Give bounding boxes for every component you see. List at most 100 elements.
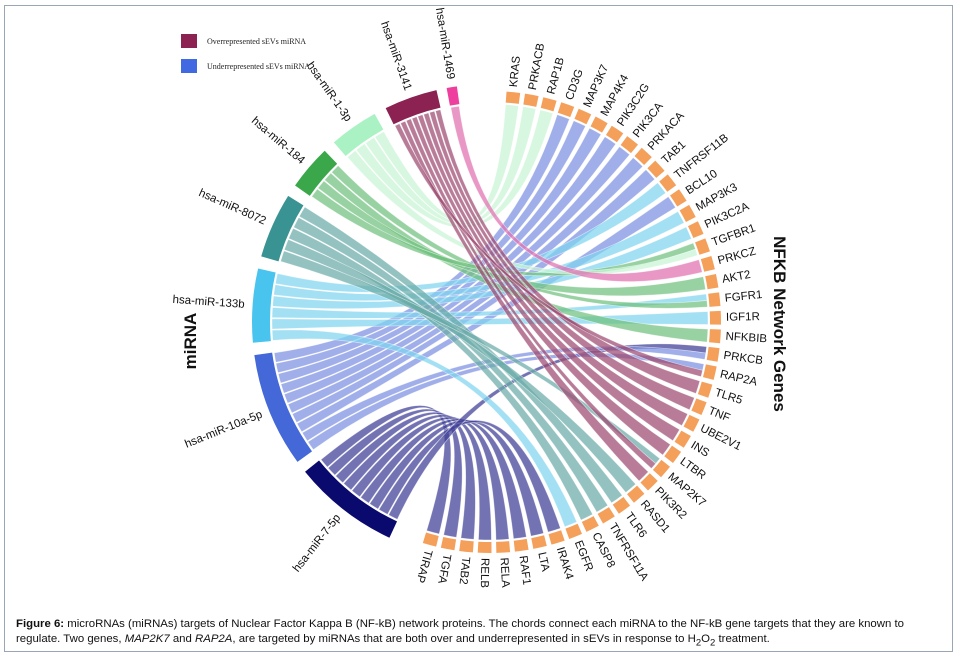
gene-arc-tab1 xyxy=(647,160,665,178)
gene-arc-rap1b xyxy=(540,97,557,112)
legend-item-overrepresented: Overrepresented sEVs miRNA xyxy=(181,34,306,48)
chord-hsa-mir-7-5p-raf1 xyxy=(360,418,527,540)
gene-label-rap1b: RAP1B xyxy=(546,56,567,96)
gene-arc-pik3ca xyxy=(620,136,639,154)
mirna-arc-hsa-mir-184 xyxy=(295,150,338,196)
caption-gene-2: RAP2A xyxy=(195,633,233,645)
gene-label-kras: KRAS xyxy=(508,55,523,88)
gene-arc-rap2a xyxy=(702,364,717,380)
genes-axis-label: NFKB Network Genes xyxy=(770,236,789,412)
gene-label-relb: RELB xyxy=(478,558,491,589)
gene-arc-pik3r2 xyxy=(640,473,658,491)
chords xyxy=(271,104,709,541)
gene-arc-tlr6 xyxy=(612,496,631,514)
chord-hsa-mir-10a-5p-prkcb xyxy=(301,345,707,442)
caption-text-3: treatment. xyxy=(715,633,770,645)
chord-hsa-mir-7-5p-tab2 xyxy=(335,411,476,540)
chord-hsa-mir-133b-map3k3 xyxy=(273,210,685,301)
mirna-arc-hsa-mir-1469 xyxy=(446,86,460,106)
gene-label-tlr5: TLR5 xyxy=(713,387,743,407)
caption-sub-1: 2 xyxy=(695,637,702,649)
gene-arc-tnfrsf11b xyxy=(659,174,677,192)
gene-arc-pik3c2a xyxy=(687,221,704,239)
gene-arc-map3k3 xyxy=(679,204,696,222)
legend-swatch-overrepresented xyxy=(181,34,197,48)
chord-hsa-mir-3141-rap2a xyxy=(394,123,703,378)
gene-arc-igf1r xyxy=(709,310,721,325)
chord-hsa-mir-3141-map2k7 xyxy=(405,118,657,470)
chord-hsa-mir-184-nfkbib xyxy=(324,172,709,343)
legend-label-overrepresented: Overrepresented sEVs miRNA xyxy=(207,36,307,46)
gene-label-ins: INS xyxy=(689,439,712,459)
gene-arc-fgfr1 xyxy=(708,292,721,307)
gene-arc-rela xyxy=(496,541,511,553)
gene-label-rap2a: RAP2A xyxy=(719,369,759,389)
gene-label-fgfr1: FGFR1 xyxy=(724,289,763,305)
figure-caption: Figure 6: microRNAs (miRNAs) targets of … xyxy=(16,617,951,650)
chord-diagram: hsa-miR-7-5p hsa-miR-10a-5p hsa-miR-133b hs… xyxy=(172,7,768,589)
mirna-arcs xyxy=(252,86,460,538)
chord-hsa-mir-133b-tnfrsf11b xyxy=(275,182,667,293)
gene-arc-nfkbib xyxy=(709,329,721,344)
gene-label-cd3g: CD3G xyxy=(564,68,586,102)
gene-label-prkcz: PRKCZ xyxy=(717,246,758,268)
mirna-arc-hsa-mir-7-5p xyxy=(305,460,398,538)
gene-label-nfkbib: NFKBIB xyxy=(725,331,768,346)
gene-label-raf1: RAF1 xyxy=(516,555,532,586)
gene-arcs xyxy=(422,91,721,553)
gene-arc-egfr xyxy=(565,523,583,539)
gene-arc-ins xyxy=(674,430,691,448)
mirna-arc-hsa-mir-133b xyxy=(252,268,276,343)
gene-arc-casp8 xyxy=(581,516,599,532)
gene-arc-map4k4 xyxy=(590,116,608,133)
gene-arc-lta xyxy=(531,535,547,549)
gene-label-tgfa: TGFA xyxy=(435,553,452,585)
chord-hsa-mir-7-5p-tgfa xyxy=(327,408,463,538)
mirna-arc-hsa-mir-1-3p xyxy=(333,113,384,156)
gene-arc-tnfrsf11a xyxy=(597,507,615,524)
chord-hsa-mir-8072-casp8 xyxy=(288,227,594,521)
gene-label-igf1r: IGF1R xyxy=(726,311,760,324)
gene-arc-kras xyxy=(505,91,521,104)
caption-label: Figure 6: xyxy=(16,618,65,630)
chord-hsa-mir-3141-ins xyxy=(417,114,681,442)
mirna-label-hsa-mir-1469: hsa-miR-1469 xyxy=(433,7,456,80)
gene-arc-pik3c2g xyxy=(605,125,624,143)
mirna-label-hsa-mir-8072: hsa-miR-8072 xyxy=(197,187,268,227)
gene-label-lta: LTA xyxy=(535,551,551,573)
chord-hsa-mir-3141-tnf xyxy=(429,110,695,411)
caption-sub-2: 2 xyxy=(710,637,716,649)
gene-arc-map2k7 xyxy=(652,459,670,478)
mirna-arc-hsa-mir-10a-5p xyxy=(254,352,313,462)
gene-label-tnfrsf11b: TNFRSF11B xyxy=(672,132,731,182)
mirna-axis-label: miRNA xyxy=(181,312,200,370)
caption-text-1: microRNAs (miRNAs) targets of Nuclear Fa… xyxy=(16,618,904,645)
mirna-arc-hsa-mir-8072 xyxy=(261,195,304,262)
gene-arc-akt2 xyxy=(705,273,719,290)
figure-frame: hsa-miR-7-5p hsa-miR-10a-5p hsa-miR-133b hs… xyxy=(4,5,953,652)
chord-hsa-mir-7-5p-prkcb xyxy=(388,343,707,520)
chord-hsa-mir-3141-pik3r2 xyxy=(400,120,649,482)
gene-arc-tgfbr1 xyxy=(695,238,710,255)
gene-arc-tlr5 xyxy=(697,381,713,398)
gene-label-akt2: AKT2 xyxy=(721,269,751,286)
gene-arc-prkaca xyxy=(634,147,652,166)
legend-item-underrepresented: Underrepresented sEVs miRNA xyxy=(181,59,310,73)
gene-arc-tgfa xyxy=(440,536,457,551)
chord-hsa-mir-184-tgfbr1 xyxy=(311,188,696,277)
chord-hsa-mir-7-5p-rela xyxy=(351,416,510,541)
gene-arc-raf1 xyxy=(513,538,529,552)
chord-hsa-mir-8072-tlr6 xyxy=(298,206,623,504)
caption-text-o: O xyxy=(701,633,711,645)
mirna-label-hsa-mir-7-5p: hsa-miR-7-5p xyxy=(291,512,343,574)
gene-label-egfr: EGFR xyxy=(572,539,595,573)
gene-arc-cd3g xyxy=(557,102,575,118)
gene-arc-tirap xyxy=(422,532,439,547)
gene-label-irak4: IRAK4 xyxy=(554,546,575,582)
caption-gene-1: MAP2K7 xyxy=(124,633,170,645)
chord-hsa-mir-3141-tlr5 xyxy=(435,109,701,394)
gene-label-rela: RELA xyxy=(498,557,512,588)
legend-label-underrepresented: Underrepresented sEVs miRNA xyxy=(207,61,311,71)
chord-hsa-mir-8072-rasd1 xyxy=(283,238,637,494)
mirna-label-hsa-mir-10a-5p: hsa-miR-10a-5p xyxy=(183,409,264,451)
